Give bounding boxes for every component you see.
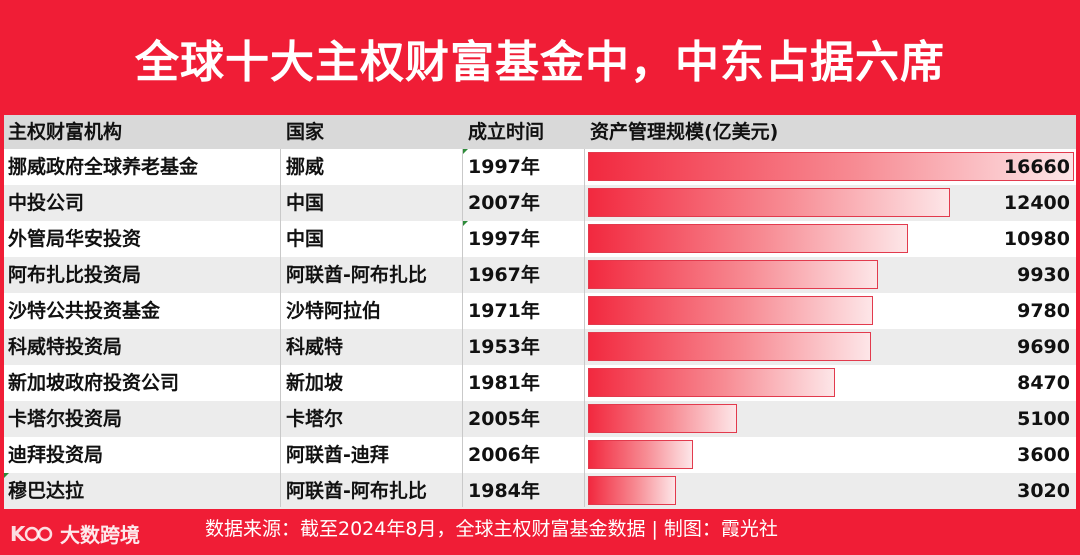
cell-country: 卡塔尔 (286, 408, 344, 430)
cell-institution: 穆巴达拉 (8, 480, 85, 502)
bar-mark (588, 224, 908, 253)
bar-mark (588, 476, 676, 505)
header-country: 国家 (286, 121, 325, 143)
bar-mark (588, 332, 871, 361)
table-row: 外管局华安投资 中国 1997年 10980 (4, 221, 1076, 257)
cell-marker-icon (4, 473, 9, 478)
table-row: 穆巴达拉 阿联酋-阿布扎比 1984年 3020 (4, 473, 1076, 509)
cell-institution: 卡塔尔投资局 (8, 408, 123, 430)
header-founded: 成立时间 (468, 121, 545, 143)
cell-country: 中国 (286, 192, 325, 214)
cell-country: 阿联酋-阿布扎比 (286, 264, 427, 286)
brand-mark-icon: K (10, 522, 54, 546)
table-row: 阿布扎比投资局 阿联酋-阿布扎比 1967年 9930 (4, 257, 1076, 293)
table-row: 沙特公共投资基金 沙特阿拉伯 1971年 9780 (4, 293, 1076, 329)
cell-founded: 1981年 (468, 372, 540, 394)
source-note: 数据来源：截至2024年8月，全球主权财富基金数据 | 制图：霞光社 (205, 518, 778, 540)
bar-value-label: 5100 (1017, 408, 1070, 430)
cell-institution: 外管局华安投资 (8, 228, 142, 250)
column-divider (280, 149, 281, 507)
bar-value-label: 10980 (1003, 228, 1070, 250)
bar-value-label: 9780 (1017, 300, 1070, 322)
brand-logo: K 大数跨境 (10, 519, 140, 548)
cell-institution: 迪拜投资局 (8, 444, 104, 466)
fund-table: 主权财富机构 国家 成立时间 资产管理规模(亿美元) 挪威政府全球养老基金 挪威 1… (4, 115, 1076, 509)
cell-founded: 2006年 (468, 444, 540, 466)
cell-country: 阿联酋-迪拜 (286, 444, 389, 466)
bar-mark (588, 404, 737, 433)
table-row: 迪拜投资局 阿联酋-迪拜 2006年 3600 (4, 437, 1076, 473)
table-row: 科威特投资局 科威特 1953年 9690 (4, 329, 1076, 365)
bar-value-label: 9690 (1017, 336, 1070, 358)
cell-founded: 1984年 (468, 480, 540, 502)
bar-value-label: 8470 (1017, 372, 1070, 394)
bar-value-label: 12400 (1003, 192, 1070, 214)
cell-founded: 2007年 (468, 192, 540, 214)
cell-country: 挪威 (286, 156, 325, 178)
table-row: 挪威政府全球养老基金 挪威 1997年 16660 (4, 149, 1076, 185)
bar-value-label: 16660 (1003, 156, 1070, 178)
bar-value-label: 9930 (1017, 264, 1070, 286)
cell-founded: 1967年 (468, 264, 540, 286)
table-row: 中投公司 中国 2007年 12400 (4, 185, 1076, 221)
bar-mark (588, 260, 878, 289)
cell-country: 科威特 (286, 336, 344, 358)
bar-mark (588, 296, 873, 325)
cell-institution: 中投公司 (8, 192, 85, 214)
cell-country: 中国 (286, 228, 325, 250)
cell-founded: 2005年 (468, 408, 540, 430)
cell-founded: 1997年 (468, 228, 540, 250)
bar-value-label: 3020 (1017, 480, 1070, 502)
cell-institution: 阿布扎比投资局 (8, 264, 142, 286)
cell-founded: 1997年 (468, 156, 540, 178)
cell-country: 沙特阿拉伯 (286, 300, 382, 322)
header-aum: 资产管理规模(亿美元) (590, 121, 779, 143)
bar-mark (588, 440, 693, 469)
chart-title: 全球十大主权财富基金中，中东占据六席 (135, 36, 945, 88)
cell-country: 阿联酋-阿布扎比 (286, 480, 427, 502)
footer: K 大数跨境 数据来源：截至2024年8月，全球主权财富基金数据 | 制图：霞光… (0, 507, 1080, 555)
cell-institution: 科威特投资局 (8, 336, 123, 358)
header-institution: 主权财富机构 (8, 121, 123, 143)
cell-founded: 1971年 (468, 300, 540, 322)
svg-text:K: K (10, 522, 27, 546)
cell-marker-icon (463, 221, 468, 226)
bar-mark (588, 188, 950, 217)
bar-mark (588, 368, 835, 397)
bar-mark (588, 152, 1074, 181)
cell-institution: 沙特公共投资基金 (8, 300, 161, 322)
cell-institution: 新加坡政府投资公司 (8, 372, 180, 394)
cell-founded: 1953年 (468, 336, 540, 358)
column-divider (462, 149, 463, 507)
cell-country: 新加坡 (286, 372, 344, 394)
table-header: 主权财富机构 国家 成立时间 资产管理规模(亿美元) (4, 115, 1076, 149)
table-row: 新加坡政府投资公司 新加坡 1981年 8470 (4, 365, 1076, 401)
cell-institution: 挪威政府全球养老基金 (8, 156, 199, 178)
cell-marker-icon (463, 149, 468, 154)
brand-name: 大数跨境 (60, 523, 140, 547)
bar-value-label: 3600 (1017, 444, 1070, 466)
table-row: 卡塔尔投资局 卡塔尔 2005年 5100 (4, 401, 1076, 437)
column-divider (584, 149, 585, 507)
